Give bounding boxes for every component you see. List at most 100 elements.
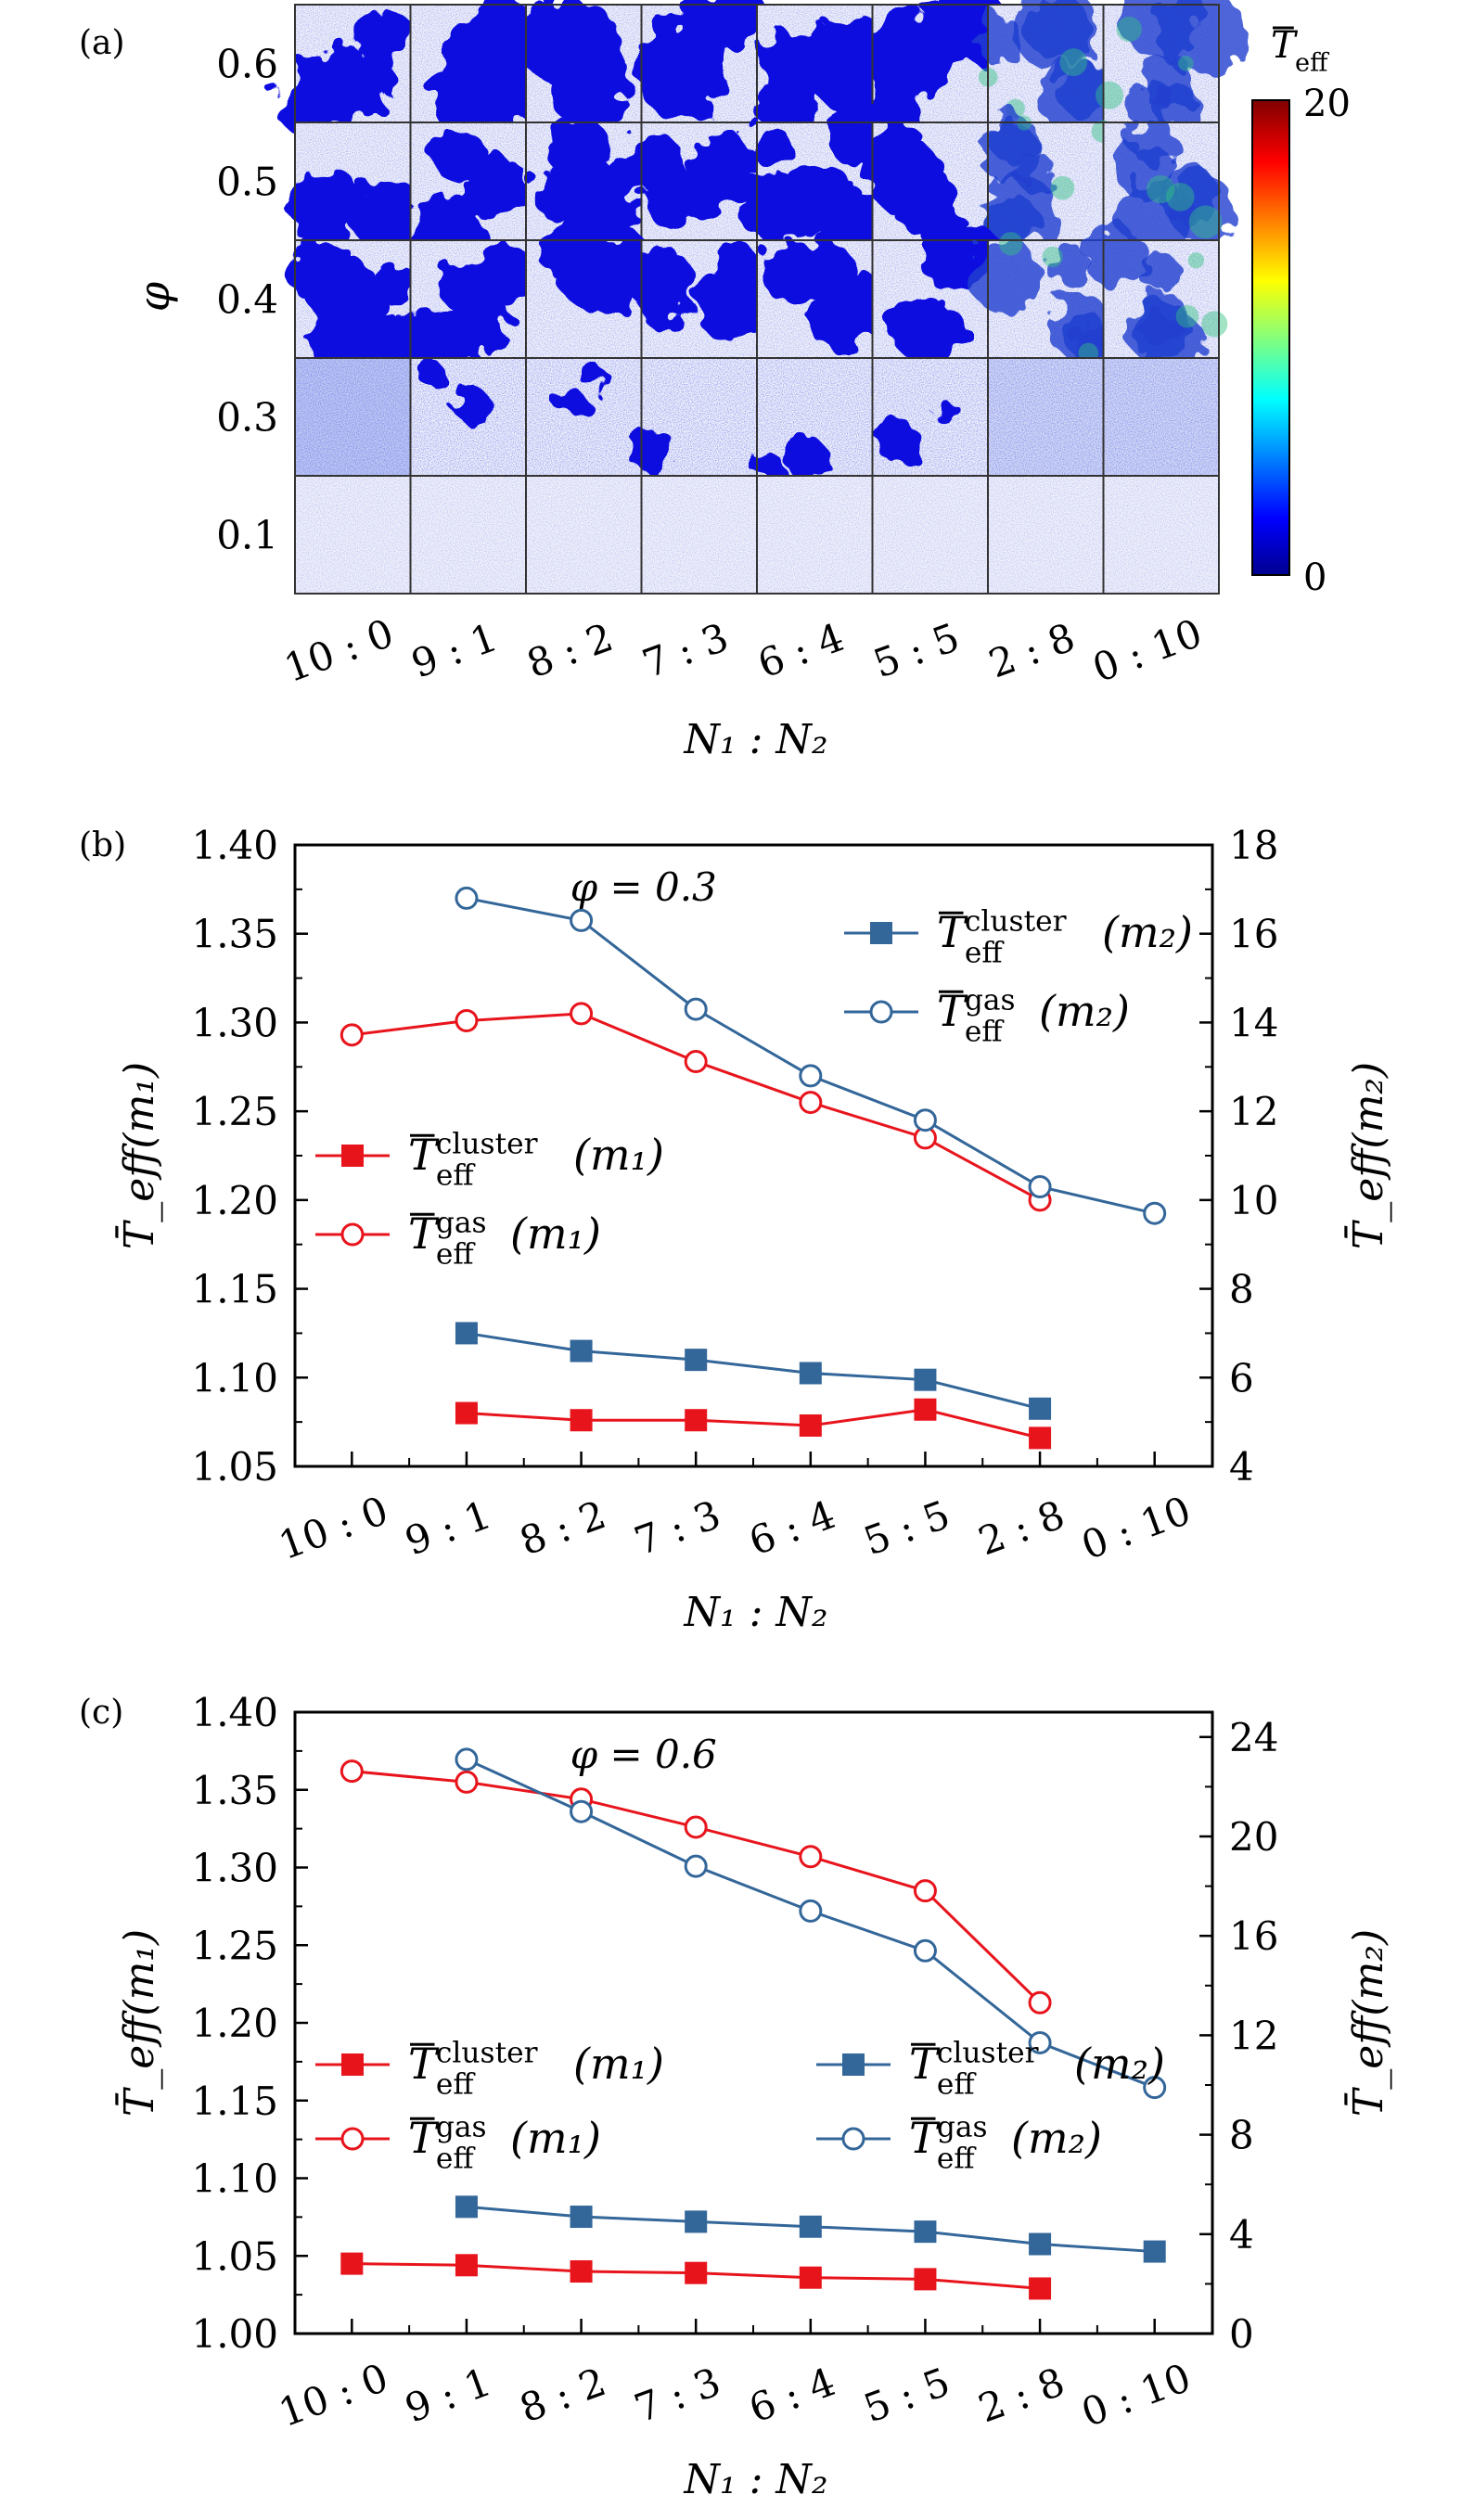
snapshot-cell xyxy=(395,239,537,375)
cluster-blob xyxy=(646,170,701,224)
y-tick-label: 1.20 xyxy=(191,2001,278,2046)
snapshot-cell xyxy=(1096,0,1244,129)
snapshot-noise xyxy=(526,358,642,476)
data-point-circle xyxy=(1028,1175,1052,1198)
cluster-blobs xyxy=(506,0,632,129)
phi-tick-label: 0.6 xyxy=(216,42,278,87)
legend-label-sup: gas xyxy=(436,2111,487,2144)
data-point-square xyxy=(1029,2277,1052,2300)
snapshot-cell xyxy=(294,357,412,477)
y-right-tick-label: 12 xyxy=(1229,2013,1278,2058)
cluster-blob xyxy=(541,219,607,284)
data-point-circle xyxy=(455,1770,479,1794)
legend-label-arg: (m₂) xyxy=(1074,2039,1165,2089)
x-tick-label: 8 : 2 xyxy=(514,1491,611,1564)
cluster-blob xyxy=(630,249,696,315)
snapshot-cell xyxy=(294,475,412,595)
snapshot-cell xyxy=(979,115,1114,252)
data-point-square xyxy=(341,1145,364,1167)
cluster-blob xyxy=(432,306,493,366)
data-point-circle xyxy=(799,1899,823,1923)
cluster-blob xyxy=(760,240,822,302)
y-right-tick-label: 16 xyxy=(1229,912,1278,957)
snapshot-cell xyxy=(756,239,890,359)
data-point-square xyxy=(340,2252,364,2275)
snapshot-noise xyxy=(641,476,757,594)
cluster-blob xyxy=(889,164,956,233)
data-point-circle xyxy=(455,1009,479,1033)
cluster-blobs xyxy=(1117,0,1244,129)
snapshot-noise xyxy=(988,476,1104,594)
data-point-square xyxy=(455,1322,478,1345)
data-point-circle xyxy=(570,1002,594,1026)
data-point-circle xyxy=(340,1759,364,1784)
series xyxy=(455,1398,1052,1450)
legend-label-sup: gas xyxy=(937,2111,988,2144)
cluster-blob xyxy=(352,6,415,69)
data-point-square xyxy=(341,2053,364,2076)
legend-label-sup: cluster xyxy=(436,1128,538,1161)
cluster-blob xyxy=(506,6,576,76)
cluster-blobs xyxy=(752,435,827,481)
snapshot-cell xyxy=(525,219,647,359)
colorbar xyxy=(1251,99,1290,576)
data-point-circle xyxy=(1028,1990,1052,2015)
y-right-tick-label: 24 xyxy=(1229,1715,1278,1760)
ratio-tick-label: 10 : 0 xyxy=(278,610,399,691)
data-point-square xyxy=(914,1398,937,1421)
data-point-square xyxy=(685,1409,708,1432)
data-point-circle xyxy=(841,2127,865,2151)
hot-region xyxy=(1050,175,1075,200)
snapshot-cell xyxy=(276,4,415,134)
series xyxy=(455,1322,1052,1420)
y-right-tick-label: 4 xyxy=(1229,1444,1254,1490)
y-tick-label: 1.05 xyxy=(191,1444,278,1490)
legend-label-sub: eff xyxy=(436,2068,477,2102)
y-right-tick-label: 10 xyxy=(1229,1178,1278,1223)
data-point-circle xyxy=(340,1023,364,1047)
y-tick-label: 1.05 xyxy=(191,2233,278,2279)
panel-c: 1.00 1.05 1.10 1.15 1.20 1.25 1.30 1.35 1.40 0 4 8 1… xyxy=(79,1690,1392,2503)
y-tick-label: 1.25 xyxy=(191,1923,278,1968)
ratio-tick-label: 0 : 10 xyxy=(1087,610,1208,691)
x-tick-label: 7 : 3 xyxy=(629,2359,726,2431)
x-tick-label: 5 : 5 xyxy=(858,1491,955,1564)
cluster-blobs xyxy=(623,132,758,228)
data-point-circle xyxy=(684,997,708,1021)
y-tick-label: 1.00 xyxy=(191,2311,278,2357)
data-point-circle xyxy=(799,1064,823,1088)
legend-label-sub: eff xyxy=(937,2068,978,2102)
data-point-circle xyxy=(455,886,479,910)
x-tick-label: 10 : 0 xyxy=(273,1488,393,1568)
snapshot-cell xyxy=(1102,357,1220,477)
cluster-blob xyxy=(863,28,916,81)
cluster-blob xyxy=(690,134,758,201)
data-point-circle xyxy=(913,1879,937,1903)
cluster-blob xyxy=(1139,53,1196,110)
colorbar-title-sub: eff xyxy=(1295,48,1329,77)
snapshot-cell xyxy=(968,232,1114,365)
series xyxy=(455,2195,1166,2263)
y-right-tick-label: 16 xyxy=(1229,1913,1278,1959)
y-axis-label-right: T̄_eff(m₂) xyxy=(1343,1062,1392,1249)
snapshot-cell xyxy=(623,122,758,241)
hot-region xyxy=(1166,183,1195,211)
cluster-blob xyxy=(788,167,861,240)
snapshot-cell xyxy=(987,475,1105,595)
data-point-square xyxy=(685,2261,708,2284)
cluster-blob xyxy=(968,238,1042,313)
data-point-square xyxy=(455,2254,478,2277)
x-tick-label: 5 : 5 xyxy=(858,2359,955,2431)
panel-label: (b) xyxy=(79,826,126,864)
snapshot-noise xyxy=(1103,476,1219,594)
hot-region xyxy=(1146,174,1175,204)
ratio-tick-label: 8 : 2 xyxy=(521,614,619,686)
cluster-blob xyxy=(583,366,610,393)
cluster-blobs xyxy=(979,115,1057,252)
